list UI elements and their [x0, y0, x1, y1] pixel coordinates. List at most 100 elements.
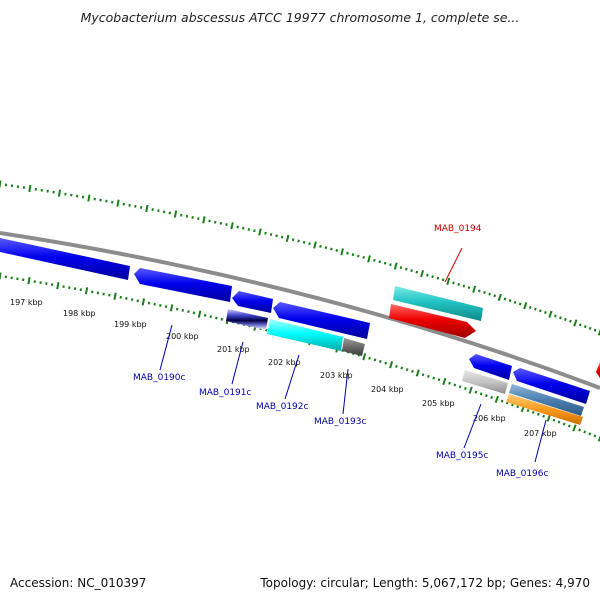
minor-tick	[516, 405, 520, 409]
major-tick	[0, 272, 2, 280]
minor-tick	[588, 326, 592, 330]
major-tick	[548, 310, 553, 318]
minor-tick	[490, 395, 493, 400]
major-tick	[523, 302, 528, 310]
minor-tick	[368, 356, 371, 360]
minor-tick	[464, 387, 467, 391]
minor-tick	[192, 311, 196, 315]
minor-tick	[153, 302, 156, 306]
major-tick	[173, 210, 178, 218]
minor-tick	[588, 432, 592, 436]
minor-tick	[508, 299, 512, 303]
gene-callout-line	[342, 368, 349, 415]
gene-label-mab-0190c[interactable]: MAB_0190c	[133, 373, 186, 383]
gene-arrow-mab-0196c[interactable]	[513, 368, 590, 404]
minor-tick	[373, 258, 376, 262]
kbp-label: 203 kbp	[320, 371, 353, 380]
minor-tick	[513, 300, 517, 304]
major-tick	[313, 241, 317, 249]
minor-tick	[264, 231, 267, 235]
minor-tick	[559, 316, 562, 320]
kbp-label: 201 kbp	[217, 345, 250, 354]
minor-tick	[458, 385, 462, 389]
minor-tick	[209, 315, 213, 319]
minor-tick	[485, 394, 488, 398]
minor-tick	[253, 229, 256, 233]
gene-label-mab-0195c[interactable]: MAB_0195c	[436, 451, 489, 461]
major-tick	[169, 304, 174, 312]
gene-arrow-mab-0192c[interactable]	[273, 302, 370, 339]
accession-text: Accession: NC_010397	[10, 576, 147, 590]
gene-callout-line	[284, 354, 300, 400]
gene-label-mab-0194[interactable]: MAB_0194	[434, 224, 482, 234]
kbp-label: 206 kbp	[473, 414, 506, 423]
minor-tick	[399, 266, 403, 270]
minor-tick	[208, 219, 211, 223]
minor-tick	[308, 242, 311, 246]
minor-tick	[441, 278, 445, 282]
gene-label-mab-0191c[interactable]: MAB_0191c	[199, 388, 252, 398]
minor-tick	[203, 313, 207, 317]
kbp-label: 200 kbp	[166, 332, 199, 341]
gene-arrow-mab-0189c[interactable]	[0, 238, 130, 280]
gene-label-mab-0196c[interactable]: MAB_0196c	[496, 469, 549, 479]
gene-arrow-mab-0191c[interactable]	[232, 291, 273, 313]
genome-summary-text: Topology: circular; Length: 5,067,172 bp…	[260, 576, 590, 590]
gene-label-mab-0192c[interactable]: MAB_0192c	[256, 402, 309, 412]
major-tick	[472, 285, 477, 293]
gene-callout-line	[463, 403, 482, 449]
major-tick	[28, 184, 32, 193]
gene-block-orange	[506, 394, 583, 425]
minor-tick	[453, 383, 457, 387]
major-tick	[141, 298, 146, 306]
minor-tick	[335, 248, 339, 252]
minor-tick	[319, 244, 322, 248]
gene-arrow-right-edge	[596, 362, 600, 378]
minor-tick	[493, 294, 497, 298]
minor-tick	[197, 217, 200, 221]
minor-tick	[400, 366, 404, 370]
major-tick	[468, 386, 473, 394]
minor-tick	[275, 234, 278, 238]
major-tick	[0, 180, 2, 188]
major-tick	[57, 189, 62, 197]
major-tick	[389, 361, 394, 369]
minor-tick	[528, 305, 532, 309]
inner-tick-row	[0, 272, 600, 442]
minor-tick	[539, 309, 542, 313]
major-tick	[87, 194, 91, 202]
kbp-label: 199 kbp	[114, 320, 147, 329]
kbp-label: 207 kbp	[524, 429, 557, 438]
gene-arrow-mab-0195c[interactable]	[469, 354, 512, 380]
minor-tick	[164, 305, 168, 309]
minor-tick	[593, 328, 597, 332]
minor-tick	[474, 390, 478, 394]
major-tick	[145, 204, 149, 213]
major-tick	[497, 293, 502, 301]
major-tick	[546, 414, 551, 422]
minor-tick	[373, 358, 377, 362]
minor-tick	[219, 221, 223, 225]
gene-arrow-mab-0190c[interactable]	[134, 268, 232, 302]
outer-tick-row	[0, 180, 600, 336]
major-tick	[573, 319, 578, 327]
gene-label-mab-0193c[interactable]: MAB_0193c	[314, 417, 367, 427]
minor-tick	[437, 378, 441, 382]
minor-tick	[531, 410, 535, 414]
minor-tick	[330, 247, 333, 251]
minor-tick	[405, 368, 409, 372]
gene-arrow-mab-0194[interactable]	[389, 304, 476, 338]
kbp-label: 205 kbp	[422, 399, 455, 408]
minor-tick	[432, 376, 436, 380]
gene-callout-line	[534, 419, 547, 463]
forward-strand-features	[389, 286, 600, 378]
minor-tick	[395, 364, 398, 368]
minor-tick	[175, 307, 179, 311]
minor-tick	[544, 311, 547, 315]
major-tick	[494, 395, 499, 403]
gene-callout-line	[231, 341, 244, 385]
major-tick	[446, 277, 451, 285]
minor-tick	[564, 317, 567, 321]
minor-tick	[324, 246, 328, 250]
